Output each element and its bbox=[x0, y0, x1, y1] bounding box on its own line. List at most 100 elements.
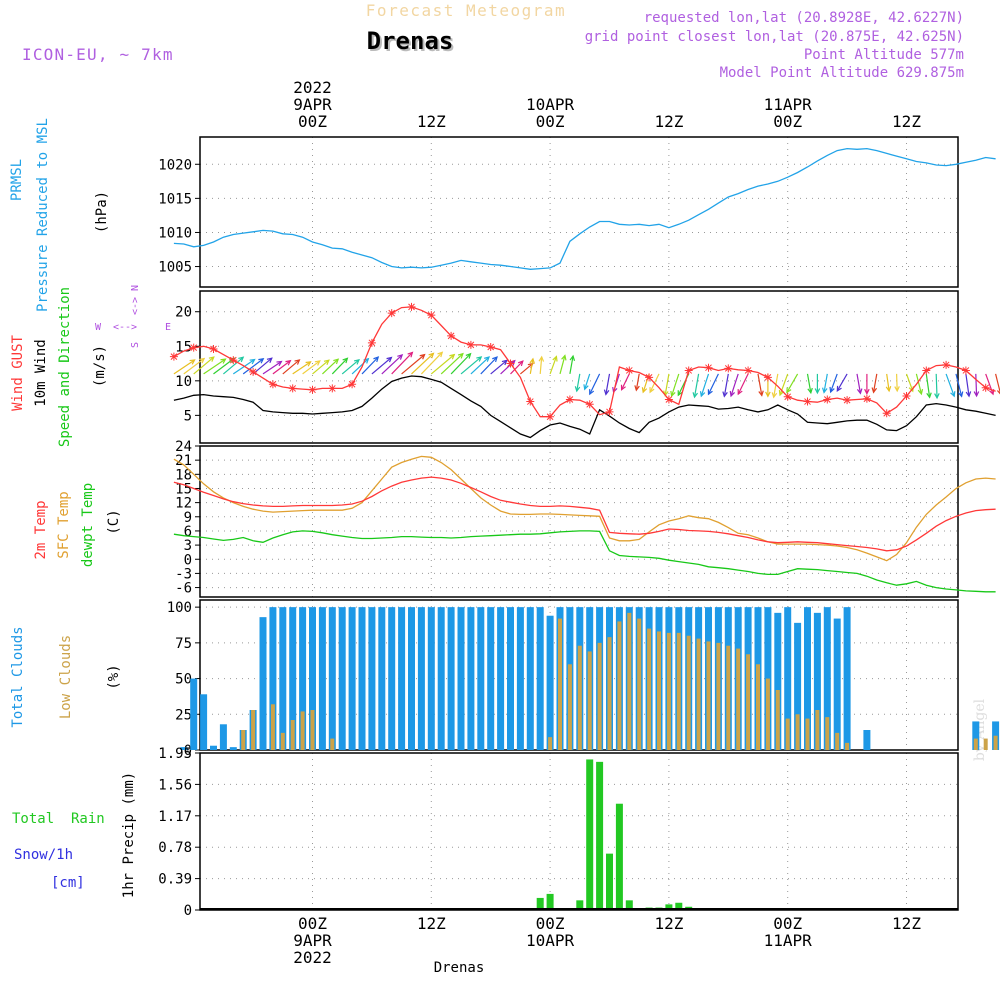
wind-arrow bbox=[935, 373, 938, 398]
rain-bar bbox=[606, 853, 613, 910]
model-label: ICON-EU, ~ 7km bbox=[22, 45, 174, 64]
low-cloud-bar bbox=[647, 628, 652, 750]
wind-arrow bbox=[420, 351, 443, 375]
total-cloud-bar bbox=[437, 607, 445, 750]
wind-arrow bbox=[621, 373, 630, 390]
low-clouds-label: Low Clouds bbox=[58, 635, 74, 719]
wind-arrow bbox=[213, 357, 235, 375]
total-cloud-bar bbox=[863, 730, 871, 750]
top-axis-label: 2022 bbox=[293, 78, 332, 97]
total-cloud-bar bbox=[774, 612, 782, 750]
y-tick-label: 75 bbox=[175, 636, 192, 652]
wind-arrow bbox=[856, 373, 862, 394]
footer-location: Drenas bbox=[434, 960, 485, 976]
wind-arrowhead bbox=[323, 359, 330, 366]
temp2m-label: 2m Temp bbox=[33, 500, 49, 559]
gust-label: Wind GUST bbox=[10, 335, 26, 411]
low-cloud-bar bbox=[676, 632, 681, 750]
wind-arrow bbox=[411, 353, 434, 375]
wind-arrow bbox=[635, 373, 640, 391]
compass-rose: <-> N W <--> E S bbox=[95, 285, 171, 348]
y-tick-label: 100 bbox=[167, 600, 192, 616]
wind-arrowhead bbox=[457, 352, 464, 359]
gust-marker bbox=[288, 384, 297, 393]
grid-point-coords: grid point closest lon,lat (20.875E, 42.… bbox=[585, 29, 964, 45]
gust-marker bbox=[348, 380, 357, 389]
wind-arrow bbox=[576, 373, 581, 392]
total-cloud-bar bbox=[229, 747, 237, 750]
wind-arrowhead bbox=[574, 386, 581, 393]
wind-arrow bbox=[480, 356, 498, 375]
total-cloud-bar bbox=[546, 615, 554, 750]
wind-arrowhead bbox=[386, 356, 393, 363]
wind-arrow bbox=[975, 373, 978, 396]
rain-bar bbox=[615, 803, 623, 910]
gust-marker bbox=[229, 356, 238, 365]
wind-arrowhead bbox=[677, 390, 683, 397]
meteogram-title: Forecast Meteogram bbox=[366, 1, 566, 20]
total-cloud-bar bbox=[398, 607, 406, 750]
wind-arrowhead bbox=[258, 357, 265, 364]
wind-arrowhead bbox=[778, 389, 785, 397]
gust-marker bbox=[189, 343, 198, 352]
bottom-axis-label: 00Z bbox=[773, 914, 802, 933]
dewpt-label: dewpt Temp bbox=[80, 483, 96, 567]
low-cloud-bar bbox=[765, 678, 770, 750]
wind-arrow bbox=[341, 359, 360, 375]
wind-arrowhead bbox=[649, 387, 655, 394]
total-cloud-bar bbox=[279, 607, 287, 750]
pressure-line bbox=[173, 147, 996, 270]
rain-bar bbox=[586, 759, 594, 910]
low-cloud-bar bbox=[241, 730, 246, 750]
wind-arrowhead bbox=[285, 359, 292, 366]
rain-bar bbox=[665, 904, 673, 910]
total-cloud-bar bbox=[378, 607, 386, 750]
wind-arrow bbox=[985, 373, 994, 395]
top-axis-label: 10APR bbox=[526, 95, 575, 114]
wind-arrow bbox=[381, 354, 403, 375]
wind-arrowhead bbox=[314, 360, 321, 366]
total-cloud-bar bbox=[190, 678, 198, 750]
wind-arrowhead bbox=[829, 386, 835, 394]
wind-arrowhead bbox=[765, 391, 771, 398]
top-axis-label: 12Z bbox=[417, 112, 446, 131]
low-cloud-bar bbox=[617, 621, 622, 750]
total-cloud-bar bbox=[804, 607, 811, 750]
low-cloud-bar bbox=[607, 637, 612, 750]
low-cloud-bar bbox=[587, 651, 592, 750]
low-cloud-bar bbox=[270, 704, 275, 750]
wind-arrowhead bbox=[856, 388, 863, 395]
y-tick-label: 20 bbox=[175, 305, 192, 321]
gust-marker bbox=[546, 412, 555, 421]
y-tick-label: 9 bbox=[184, 510, 192, 526]
gust-marker bbox=[447, 331, 456, 340]
requested-coords: requested lon,lat (20.8928E, 42.6227N) bbox=[644, 10, 964, 26]
low-cloud-bar bbox=[567, 664, 572, 750]
wind-arrow bbox=[223, 356, 244, 375]
wind-arrow bbox=[955, 373, 963, 397]
low-cloud-bar bbox=[756, 664, 760, 750]
y-tick-label: 50 bbox=[175, 672, 192, 688]
total-cloud-bar bbox=[289, 607, 297, 750]
gust-marker bbox=[645, 373, 654, 382]
wind-arrow bbox=[886, 373, 890, 392]
gust-marker bbox=[585, 400, 594, 409]
wind-arrowhead bbox=[707, 389, 713, 396]
wind-arrowhead bbox=[276, 360, 283, 367]
wind-arrowhead bbox=[476, 356, 483, 362]
wind-arrowhead bbox=[569, 354, 576, 362]
total-cloud-bar bbox=[299, 607, 307, 750]
wind-arrow bbox=[671, 373, 680, 397]
top-axis-label: 00Z bbox=[298, 112, 327, 131]
wind-arrowhead bbox=[353, 358, 360, 365]
low-cloud-bar bbox=[825, 717, 830, 750]
wind-arrowhead bbox=[189, 359, 196, 365]
gust-marker bbox=[169, 352, 178, 361]
y-tick-label: 24 bbox=[175, 439, 192, 455]
total-cloud-bar bbox=[823, 607, 831, 750]
y-tick-label: 15 bbox=[175, 339, 192, 355]
y-tick-label: 0.39 bbox=[158, 872, 192, 888]
gust-marker bbox=[744, 366, 753, 375]
wind-arrow bbox=[460, 356, 482, 375]
panel-frame bbox=[199, 136, 959, 288]
